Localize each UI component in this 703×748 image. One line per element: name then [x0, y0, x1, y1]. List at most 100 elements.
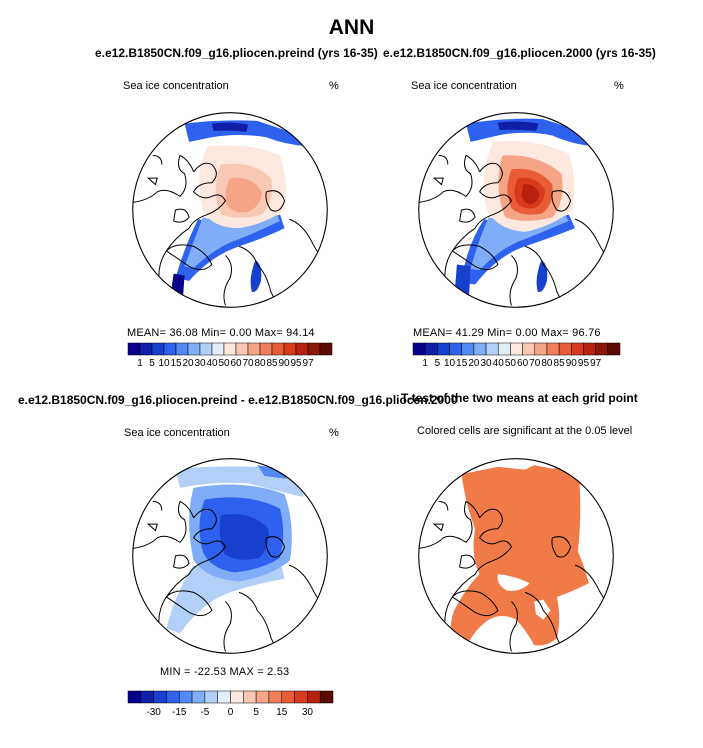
colorbar-swatch — [268, 690, 282, 704]
colorbar-swatch — [583, 342, 596, 356]
colorbar-tick-label: 5 — [253, 707, 259, 718]
units-label-preind: % — [329, 80, 339, 92]
colorbar-tick-label: 80 — [541, 358, 553, 369]
colorbar-swatch — [283, 342, 297, 356]
colorbar-swatch — [127, 342, 141, 356]
map-boundary-2000 — [418, 112, 614, 308]
ice-pack-max — [225, 177, 262, 213]
units-label-diff: % — [329, 427, 339, 439]
colorbar-swatch — [140, 690, 154, 704]
colorbar-tick-label: 85 — [553, 358, 565, 369]
colorbar-tick-label: 70 — [529, 358, 541, 369]
colorbar-tick-label: 70 — [242, 358, 254, 369]
colorbar-tick-label: -15 — [172, 707, 187, 718]
colorbar-tick-label: -30 — [146, 707, 161, 718]
colorbar-tick-label: 0 — [227, 707, 234, 718]
colorbar-swatch — [191, 690, 206, 704]
variable-label-diff: Sea ice concentration — [124, 427, 230, 439]
colorbar-swatch — [217, 690, 231, 704]
colorbar-swatch — [546, 342, 560, 356]
colorbar-tick-label: 90 — [278, 358, 290, 369]
stats-diff: MIN = -22.53 MAX = 2.53 — [160, 666, 290, 678]
stats-2000: MEAN= 41.29 Min= 0.00 Max= 96.76 — [413, 327, 601, 339]
colorbar-swatch — [473, 342, 487, 356]
colorbar-swatch — [607, 342, 621, 356]
colorbar-labels-preind: 1 5 10 15 20 30 40 50 60 70 80 85 90 95 97 — [128, 358, 332, 370]
colorbar-tick-label: 85 — [266, 358, 278, 369]
colorbar-swatch — [571, 342, 584, 356]
map-diff — [132, 458, 328, 654]
colorbar-tick-label: 30 — [480, 358, 492, 369]
colorbar-labels-2000: 1 5 10 15 20 30 40 50 60 70 80 85 90 95 97 — [413, 358, 620, 370]
colorbar-tick-label: 30 — [194, 358, 206, 369]
panel-title-ttest: T-test of the two means at each grid poi… — [401, 391, 638, 405]
colorbar-tick-label: 1 — [137, 358, 143, 369]
panel-title-preind: e.e12.B1850CN.f09_g16.pliocen.preind (yr… — [95, 46, 378, 60]
panel-title-2000: e.e12.B1850CN.f09_g16.pliocen.2000 (yrs … — [383, 46, 656, 60]
colorbar-tick-label: 60 — [230, 358, 242, 369]
colorbar-tick-label: 90 — [565, 358, 577, 369]
colorbar-swatch — [307, 690, 321, 704]
ttest-subtitle: Colored cells are significant at the 0.0… — [417, 425, 633, 437]
colorbar-swatch — [558, 342, 572, 356]
colorbar-swatch — [319, 690, 334, 704]
colorbar-diff — [127, 690, 334, 704]
ice-edge-inner — [184, 211, 280, 269]
colorbar-swatch — [294, 690, 308, 704]
ice-north-dark — [211, 122, 249, 132]
colorbar-tick-label: 15 — [456, 358, 468, 369]
colorbar-swatch — [255, 690, 270, 704]
map-2000 — [418, 112, 614, 308]
colorbar-swatch — [223, 342, 237, 356]
colorbar-swatch — [175, 342, 189, 356]
colorbar-swatch — [187, 342, 201, 356]
colorbar-tick-label: 10 — [443, 358, 456, 369]
map-preind — [132, 112, 328, 308]
colorbar-tick-label: 30 — [301, 707, 313, 718]
stats-preind: MEAN= 36.08 Min= 0.00 Max= 94.14 — [127, 327, 315, 339]
colorbar-swatch — [166, 690, 180, 704]
map-ttest — [418, 458, 614, 654]
colorbar-swatch — [235, 342, 249, 356]
colorbar-tick-label: -5 — [200, 707, 210, 718]
units-label-2000: % — [614, 80, 624, 92]
colorbar-2000 — [412, 342, 621, 356]
colorbar-tick-label: 97 — [590, 358, 602, 369]
colorbar-tick-label: 10 — [158, 358, 170, 369]
map-boundary-ttest — [418, 458, 614, 654]
colorbar-swatch — [204, 690, 218, 704]
colorbar-tick-label: 97 — [302, 358, 314, 369]
colorbar-preind — [127, 342, 333, 356]
colorbar-swatch — [153, 690, 167, 704]
main-title: ANN — [328, 16, 375, 39]
colorbar-swatch — [151, 342, 165, 356]
colorbar-swatch — [534, 342, 548, 356]
colorbar-tick-label: 15 — [170, 358, 182, 369]
colorbar-swatch — [412, 342, 426, 356]
colorbar-swatch — [449, 342, 462, 356]
colorbar-swatch — [307, 342, 321, 356]
colorbar-tick-label: 40 — [206, 358, 218, 369]
colorbar-swatch — [259, 342, 273, 356]
colorbar-swatch — [271, 342, 285, 356]
colorbar-swatch — [522, 342, 536, 356]
variable-label-2000: Sea ice concentration — [411, 80, 517, 92]
ice-hudson — [250, 260, 262, 293]
colorbar-swatch — [230, 690, 244, 704]
colorbar-swatch — [437, 342, 450, 356]
colorbar-swatch — [211, 342, 225, 356]
colorbar-swatch — [295, 342, 309, 356]
variable-label-preind: Sea ice concentration — [123, 80, 229, 92]
colorbar-tick-label: 5 — [149, 358, 155, 369]
colorbar-swatch — [163, 342, 177, 356]
colorbar-swatch — [247, 342, 261, 356]
colorbar-tick-label: 15 — [276, 707, 288, 718]
significant-cells — [450, 465, 589, 647]
colorbar-tick-label: 95 — [290, 358, 302, 369]
colorbar-swatch — [424, 342, 438, 356]
panel-title-diff: e.e12.B1850CN.f09_g16.pliocen.preind - e… — [18, 393, 458, 407]
colorbar-tick-label: 5 — [434, 358, 441, 369]
colorbar-swatch — [595, 342, 609, 356]
colorbar-swatch — [199, 342, 213, 356]
colorbar-swatch — [485, 342, 499, 356]
